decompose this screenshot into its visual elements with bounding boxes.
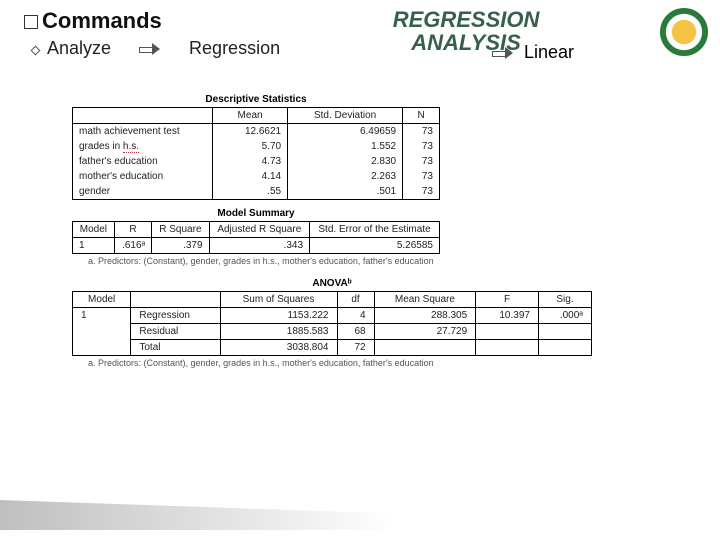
desc-stats-table: Mean Std. Deviation N math achievement t… (72, 107, 440, 200)
commands-label: Commands (42, 8, 162, 33)
col-blank (73, 108, 213, 124)
anova-table: Model Sum of Squares df Mean Square F Si… (72, 291, 592, 356)
anova-footnote: a. Predictors: (Constant), gender, grade… (72, 356, 592, 368)
model-summary-footnote: a. Predictors: (Constant), gender, grade… (72, 254, 440, 266)
square-bullet-icon (24, 15, 38, 29)
table-row: 1 Regression 1153.222 4 288.305 10.397 .… (73, 308, 592, 324)
col-se: Std. Error of the Estimate (310, 222, 440, 238)
col-n: N (403, 108, 440, 124)
col-mean: Mean (213, 108, 288, 124)
table-row: father's education 4.73 2.830 73 (73, 154, 440, 169)
tables-region: Descriptive Statistics Mean Std. Deviati… (72, 92, 592, 368)
title-line-1: REGRESSION (393, 8, 540, 31)
commands-heading: Commands (24, 8, 280, 34)
col-sd: Std. Deviation (288, 108, 403, 124)
table-row: Residual 1885.583 68 27.729 (73, 324, 592, 340)
table-row: math achievement test 12.6621 6.49659 73 (73, 124, 440, 140)
col-adj: Adjusted R Square (209, 222, 310, 238)
col-model: Model (73, 292, 131, 308)
anova-title: ANOVAᵇ (72, 276, 592, 291)
table-row: mother's education 4.14 2.263 73 (73, 169, 440, 184)
col-ms: Mean Square (374, 292, 476, 308)
col-source (131, 292, 220, 308)
col-r: R (114, 222, 152, 238)
path-item-linear: Linear (524, 42, 574, 63)
table-row: gender .55 .501 73 (73, 184, 440, 200)
col-ss: Sum of Squares (220, 292, 337, 308)
table-row: 1 .616ᵃ .379 .343 5.26585 (73, 238, 440, 254)
table-row: Total 3038.804 72 (73, 340, 592, 356)
model-summary-title: Model Summary (72, 206, 440, 221)
col-f: F (476, 292, 539, 308)
col-model: Model (73, 222, 115, 238)
linear-row: Linear (0, 42, 720, 63)
decorative-shadow (0, 500, 720, 530)
col-r2: R Square (152, 222, 209, 238)
table-row: grades in h.s. 5.70 1.552 73 (73, 139, 440, 154)
col-df: df (337, 292, 374, 308)
arrow-icon (492, 47, 514, 59)
col-sig: Sig. (538, 292, 591, 308)
model-summary-table: Model R R Square Adjusted R Square Std. … (72, 221, 440, 254)
desc-stats-title: Descriptive Statistics (72, 92, 440, 107)
